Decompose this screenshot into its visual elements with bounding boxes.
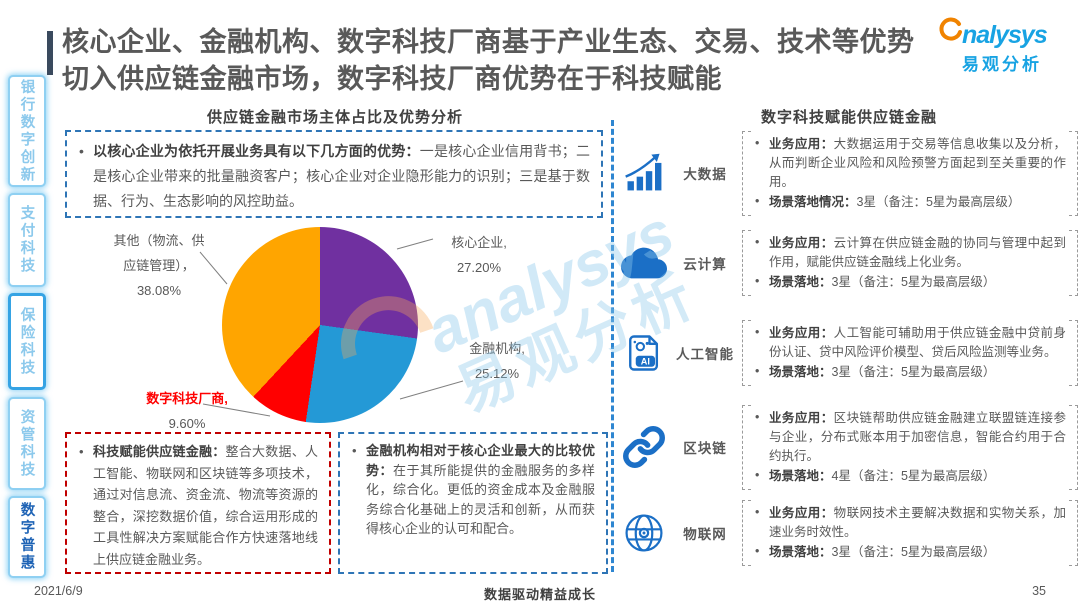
tech-row-ai: AI 人工智能 业务应用：人工智能可辅助用于供应链金融中贷前身份认证、贷中风险评… <box>620 308 1078 398</box>
bullet-text: 人工智能可辅助用于供应链金融中贷前身份认证、贷中风险评价模型、贷后风险监测等业务… <box>769 326 1066 359</box>
right-section-title: 数字科技赋能供应链金融 <box>760 109 937 126</box>
pie-label-value: 25.12% <box>474 366 520 381</box>
sidebar-tab-banking-digital[interactable]: 银行数字创新 <box>8 75 46 187</box>
pie-chart-area: 其他（物流、供 应链管理）， 38.08% 核心企业, 27.20% 金融机构,… <box>65 220 608 432</box>
pie-label-text: 金融机构, <box>469 341 525 356</box>
core-enterprise-advantages-box: 以核心企业为依托开展业务具有以下几方面的优势：一是核心企业信用背书；二是核心企业… <box>65 130 603 218</box>
tech-label: 区块链 <box>683 441 727 456</box>
pie-label-other: 其他（物流、供 应链管理）， 38.08% <box>83 228 235 303</box>
bullet-lead: 业务应用： <box>769 410 834 425</box>
pie-label-text: 数字科技厂商, <box>146 391 228 406</box>
bullet-text: 3星（备注：5星为最高层级） <box>831 365 996 379</box>
bullet-text: 3星（备注：5星为最高层级） <box>831 545 996 559</box>
pie-label-digital: 数字科技厂商, 9.60% <box>123 386 251 436</box>
pie-label-finance: 金融机构, 25.12% <box>447 336 547 386</box>
tech-box-lead: 科技赋能供应链金融： <box>93 444 226 459</box>
tech-empowerment-box: 科技赋能供应链金融：整合大数据、人工智能、物联网和区块链等多项技术，通过对信息流… <box>65 432 331 574</box>
bullet-lead: 场景落地： <box>769 468 832 483</box>
pie-label-value: 38.08% <box>136 283 182 298</box>
sidebar-tab-label: 银行数字创新 <box>18 78 35 184</box>
section-divider <box>611 120 614 572</box>
analysys-logo: nalysys 易观分析 <box>938 16 1076 75</box>
bullet-lead: 场景落地： <box>769 365 832 379</box>
finance-advantage-box: 金融机构相对于核心企业最大的比较优势：在于其所能提供的金融服务的多样化，综合化。… <box>338 432 608 574</box>
sidebar-tab-payment-tech[interactable]: 支付科技 <box>8 193 46 287</box>
left-section-title: 供应链金融市场主体占比及优势分析 <box>206 109 463 126</box>
ai-badge-text: AI <box>641 356 650 366</box>
leader-line <box>199 251 228 285</box>
finance-box-body: 在于其所能提供的金融服务的多样化，综合化。更低的资金成本及金融服务综合化基础上的… <box>366 462 595 537</box>
tech-row-iot: 物联网 业务应用：物联网技术主要解决数据和实物关系，加速业务时效性。 场景落地：… <box>620 494 1078 572</box>
ai-document-icon: AI <box>620 331 668 375</box>
chain-link-icon <box>620 425 668 469</box>
bullet-lead: 业务应用： <box>769 136 834 151</box>
tech-label: 云计算 <box>683 257 727 272</box>
leader-line <box>399 380 464 400</box>
bullet-lead: 业务应用： <box>769 236 834 250</box>
tech-label: 大数据 <box>683 167 727 182</box>
globe-icon <box>620 511 668 555</box>
tech-bullets: 业务应用：云计算在供应链金融的协同与管理中起到作用，赋能供应链金融线上化业务。 … <box>742 228 1078 298</box>
sidebar-tab-label: 数字普惠 <box>18 502 35 572</box>
pie-label-core: 核心企业, 27.20% <box>430 230 528 280</box>
sidebar-tab-asset-mgmt-tech[interactable]: 资管科技 <box>8 397 46 490</box>
sidebar-tab-digital-inclusion[interactable]: 数字普惠 <box>8 496 46 578</box>
bar-chart-growth-icon <box>620 151 668 195</box>
footer-date: 2021/6/9 <box>34 584 83 598</box>
bullet-text: 3星（备注：5星为最高层级） <box>831 275 996 289</box>
page-title: 核心企业、金融机构、数字科技厂商基于产业生态、交易、技术等优势切入供应链金融市场… <box>62 27 915 94</box>
leader-lines <box>199 238 464 417</box>
bullet-lead: 业务应用： <box>769 506 834 520</box>
tech-bullets: 业务应用：物联网技术主要解决数据和实物关系，加速业务时效性。 场景落地：3星（备… <box>742 498 1078 568</box>
bullet-text: 云计算在供应链金融的协同与管理中起到作用，赋能供应链金融线上化业务。 <box>769 236 1066 269</box>
pie-label-value: 27.20% <box>456 260 502 275</box>
bullet-text: 大数据运用于交易等信息收集以及分析，从而判断企业风险和风险预警方面起到至关重要的… <box>769 136 1066 189</box>
tech-bullets: 业务应用：人工智能可辅助用于供应链金融中贷前身份认证、贷中风险评价模型、贷后风险… <box>742 318 1078 388</box>
tech-box-body: 整合大数据、人工智能、物联网和区块链等多项技术，通过对信息流、资金流、物流等资源… <box>93 444 318 567</box>
tech-row-big-data: 大数据 业务应用：大数据运用于交易等信息收集以及分析，从而判断企业风险和风险预警… <box>620 130 1078 216</box>
sidebar-tab-label: 支付科技 <box>18 205 35 275</box>
bullet-lead: 场景落地： <box>769 275 832 289</box>
bullet-lead: 场景落地情况： <box>769 194 857 209</box>
tech-label: 人工智能 <box>676 347 734 362</box>
pie-label-value: 9.60% <box>168 416 206 431</box>
sidebar-tab-insurance-tech[interactable]: 保险科技 <box>8 293 46 390</box>
pie-label-text: 核心企业, <box>451 235 507 250</box>
footer-slogan: 数据驱动精益成长 <box>483 587 596 602</box>
tech-bullets: 业务应用：区块链帮助供应链金融建立联盟链连接参与企业，分布式账本用于加密信息，智… <box>742 403 1078 492</box>
pie-chart <box>222 227 418 423</box>
title-accent-bar <box>47 31 53 75</box>
advantages-body: 一是核心企业信用背书；二是核心企业带来的批量融资客户；核心企业对企业隐形能力的识… <box>93 143 590 209</box>
pie-label-text: 其他（物流、供 <box>113 233 205 248</box>
advantages-lead: 以核心企业为依托开展业务具有以下几方面的优势： <box>93 143 420 159</box>
sidebar-tab-label: 资管科技 <box>18 408 35 479</box>
tech-label: 物联网 <box>683 527 727 542</box>
bullet-lead: 场景落地： <box>769 545 832 559</box>
logo-brand-text: nalysys <box>962 21 1048 49</box>
leader-line <box>396 238 434 250</box>
logo-swirl-icon <box>938 16 964 47</box>
bullet-text: 物联网技术主要解决数据和实物关系，加速业务时效性。 <box>769 506 1066 539</box>
pie-label-text: 应链管理）， <box>123 258 195 273</box>
leader-line <box>202 403 271 417</box>
finance-box-lead: 金融机构相对于核心企业最大的比较优势： <box>366 443 595 478</box>
tech-bullets: 业务应用：大数据运用于交易等信息收集以及分析，从而判断企业风险和风险预警方面起到… <box>742 129 1078 218</box>
cloud-icon <box>620 240 668 286</box>
logo-brand-cn: 易观分析 <box>962 55 1042 74</box>
tech-row-cloud: 云计算 业务应用：云计算在供应链金融的协同与管理中起到作用，赋能供应链金融线上化… <box>620 224 1078 302</box>
bullet-text: 3星（备注：5星为最高层级） <box>856 194 1021 209</box>
tech-row-blockchain: 区块链 业务应用：区块链帮助供应链金融建立联盟链连接参与企业，分布式账本用于加密… <box>620 402 1078 492</box>
bullet-text: 4星（备注：5星为最高层级） <box>831 468 996 483</box>
footer-page-number: 35 <box>1032 584 1046 598</box>
bullet-lead: 业务应用： <box>769 326 834 340</box>
sidebar-tab-label: 保险科技 <box>18 306 35 377</box>
bullet-text: 区块链帮助供应链金融建立联盟链连接参与企业，分布式账本用于加密信息，智能合约用于… <box>769 410 1066 463</box>
